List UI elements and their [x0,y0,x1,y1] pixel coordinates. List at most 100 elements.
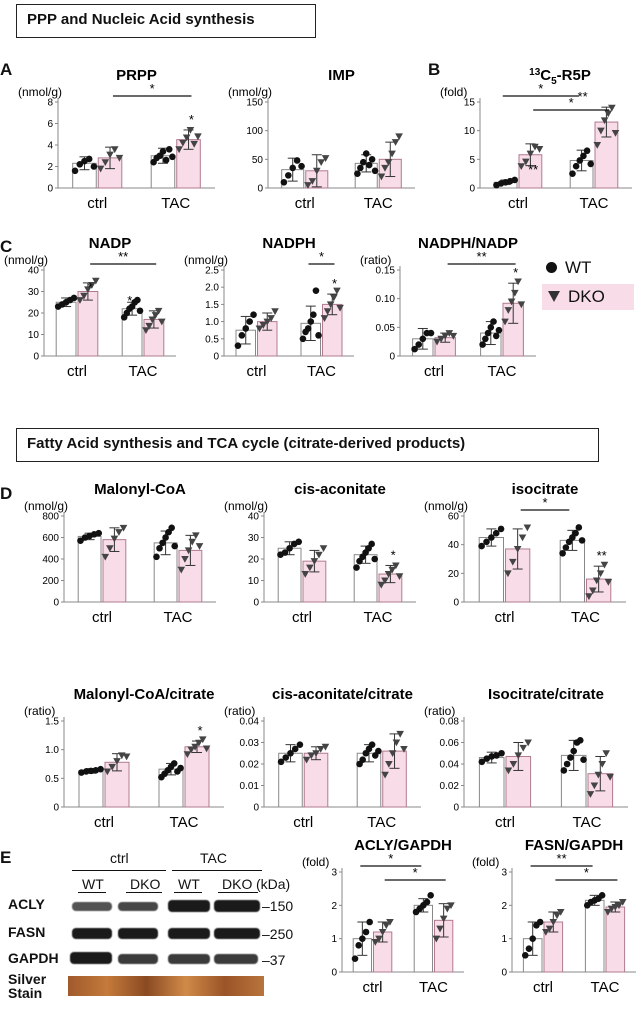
section-header-text: PPP and Nucleic Acid synthesis [27,11,255,28]
data-point-wt [296,741,304,748]
data-point-wt [569,170,576,177]
bar-dko [184,746,210,808]
y-tick-label: 0.04 [240,717,260,728]
data-point-wt [488,534,495,541]
data-point-dko [92,277,100,285]
y-tick-label: 0 [469,184,475,195]
data-point-wt [478,758,486,766]
blot-marker-37: –37 [262,952,286,968]
data-point-dko [437,335,445,343]
data-point-dko [604,578,613,586]
data-point-wt [419,335,427,343]
significance-label: * [388,851,393,866]
data-point-wt [159,539,166,547]
panel-letter-d: D [0,484,13,503]
bar-wt [77,535,102,603]
data-point-dko [592,577,601,585]
data-point-dko [183,751,192,759]
silver-stain-strip [68,976,264,996]
circle-icon [546,262,557,273]
y-tick-label: 2 [501,901,507,912]
y-tick-label: 50 [252,155,264,166]
x-tick-label: ctrl [495,609,515,626]
blot-lane-underline [126,892,162,893]
chart-nadph: NADPH (nmol/g) 0 0.5 1.0 1.5 2.0 2.5 ctrl TAC * * [184,235,354,380]
data-point-wt [289,164,297,172]
y-tick-label: 6 [47,119,53,130]
data-point-dko [375,935,383,943]
data-point-dko [501,318,509,326]
data-point-wt [97,765,104,773]
x-tick-label: TAC [573,814,602,831]
data-point-wt [177,764,184,772]
data-point-dko [330,294,338,302]
chart-cisaconitate: cis-aconitate (nmol/g) 0 10 20 30 40 ctrl TAC * [224,481,416,626]
data-point-dko [439,915,448,923]
data-point-dko [142,327,150,334]
data-point-dko [101,553,110,561]
x-tick-label: TAC [571,609,600,626]
data-point-dko [377,173,386,181]
data-point-wt [559,549,566,557]
data-point-dko [449,332,458,340]
data-point-wt [521,952,529,959]
data-point-wt [134,296,141,304]
data-point-wt [576,157,584,164]
bar-wt [413,904,433,973]
title-subscript: 5 [551,76,557,87]
data-point-wt [250,311,257,319]
blot-marker-value: 150 [269,898,294,914]
x-tick-label: TAC [164,609,193,626]
significance-star: * [513,265,518,280]
y-tick-label: 10 [248,576,260,587]
data-point-dko [195,543,204,550]
data-point-wt [310,311,317,319]
chart-title: IMP [328,67,355,84]
significance-label: ** [557,851,567,866]
y-tick-label: 30 [28,287,40,298]
y-tick-label: 0 [453,598,459,609]
blot-lane-underline [174,892,202,893]
data-point-wt [371,555,379,563]
y-tick-label: 20 [28,309,40,320]
x-tick-label: ctrl [295,195,315,212]
y-tick-label: 0.02 [240,760,260,771]
data-point-dko [519,744,528,752]
y-axis-label: (nmol/g) [24,499,68,513]
y-tick-label: 40 [28,266,40,277]
y-tick-label: 0 [257,184,263,195]
legend-wt: WT [546,258,591,278]
data-point-dko [302,756,311,764]
data-point-wt [354,170,361,177]
data-point-dko [606,773,614,781]
y-tick-label: 8 [47,98,53,109]
data-point-wt [90,163,98,170]
significance-label: * [584,865,589,880]
data-point-wt [312,287,320,294]
data-point-dko [433,338,441,346]
x-tick-label: ctrl [508,195,528,212]
data-point-wt [488,753,495,760]
data-point-dko [307,752,316,760]
x-tick-label: ctrl [293,814,313,831]
data-point-dko [392,562,400,570]
blot-band [168,954,210,964]
data-point-wt [280,178,288,186]
data-point-dko [115,529,123,536]
blot-marker-value: 250 [269,926,294,942]
data-point-wt [371,167,379,175]
data-point-wt [492,529,500,537]
data-point-dko [326,301,335,309]
data-point-dko [384,159,393,166]
data-point-dko [96,165,105,173]
data-point-dko [443,905,452,913]
data-point-dko [531,143,539,151]
data-point-wt [368,540,375,548]
y-axis-label: (nmol/g) [424,499,468,513]
data-point-wt [153,553,160,561]
panel-letter-a: A [0,60,13,79]
data-point-dko [590,782,599,790]
data-point-dko [321,155,330,162]
chart-title: 13C5-R5P [529,67,591,87]
data-point-wt [562,544,570,551]
